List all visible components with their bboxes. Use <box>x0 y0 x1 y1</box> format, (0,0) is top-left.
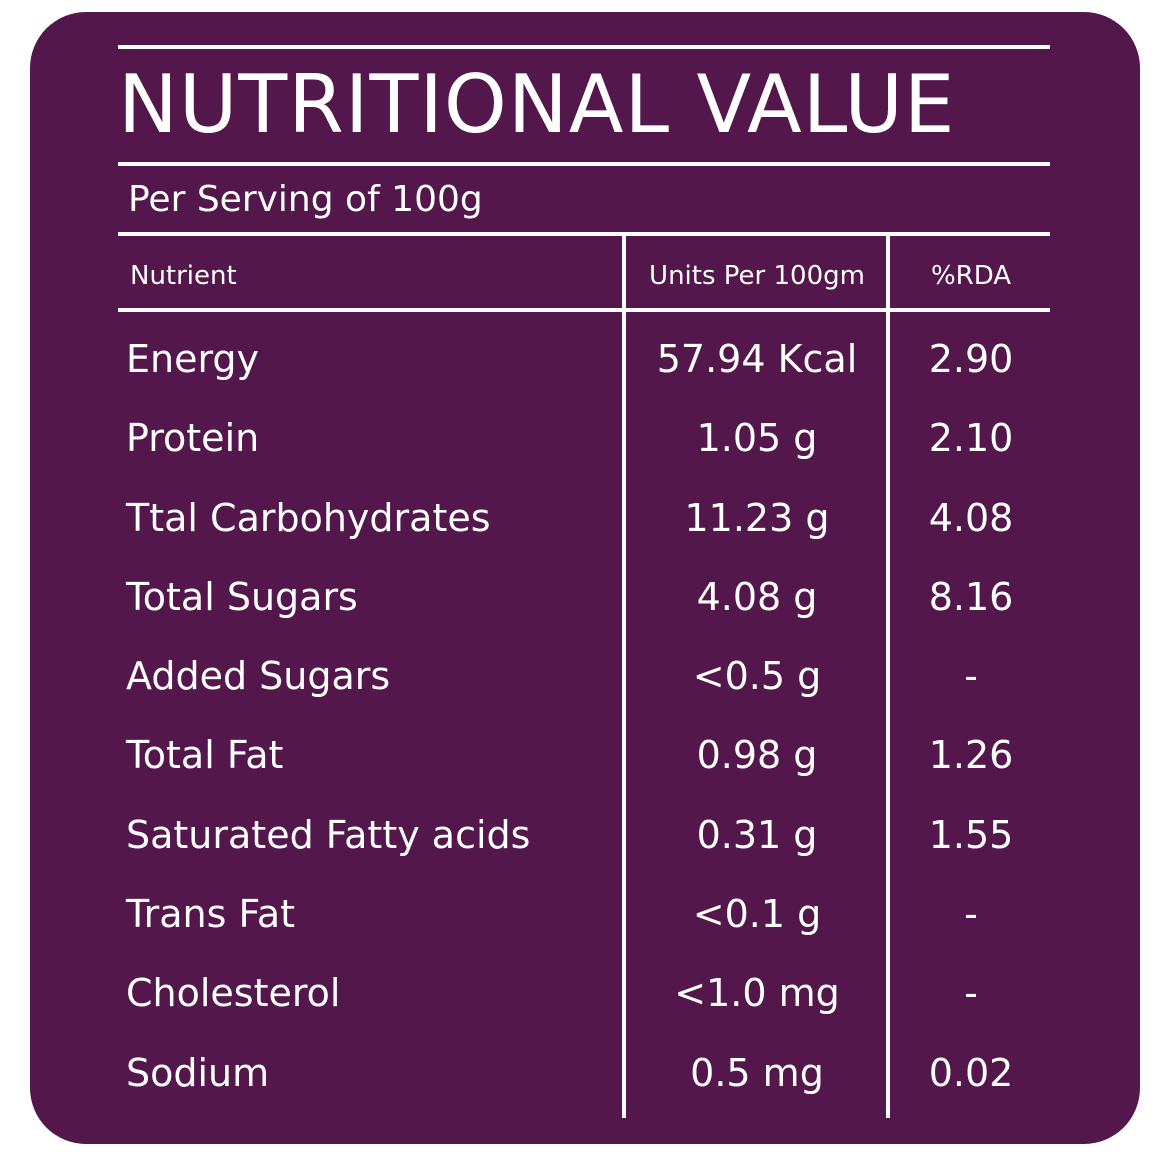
nutrient-table-body: Energy 57.94 Kcal 2.90 Protein 1.05 g 2.… <box>0 320 1160 1113</box>
nutrient-rda: 4.08 <box>928 495 1014 540</box>
nutrient-rda: 2.10 <box>928 416 1014 461</box>
table-row: Trans Fat <0.1 g - <box>0 875 1160 954</box>
table-row: Saturated Fatty acids 0.31 g 1.55 <box>0 796 1160 875</box>
nutrient-units: 0.98 g <box>696 733 818 778</box>
header-units: Units Per 100gm <box>649 261 865 291</box>
nutrient-rda: - <box>964 892 978 937</box>
nutrient-name: Trans Fat <box>126 892 296 937</box>
nutrient-rda: 2.90 <box>928 337 1014 381</box>
nutrient-rda: 0.02 <box>928 1050 1014 1095</box>
nutrient-name: Total Fat <box>126 733 284 778</box>
table-row: Added Sugars <0.5 g - <box>0 637 1160 716</box>
nutrient-units: 0.5 mg <box>690 1050 824 1095</box>
title-rule <box>118 162 1050 166</box>
nutrient-units: 1.05 g <box>696 416 818 461</box>
nutrient-rda: 1.26 <box>928 733 1014 778</box>
nutrient-name: Saturated Fatty acids <box>126 812 531 857</box>
nutrient-name: Cholesterol <box>126 971 341 1016</box>
nutrient-units: 4.08 g <box>696 574 818 619</box>
nutrient-units: 0.31 g <box>696 812 818 857</box>
serving-size: Per Serving of 100g <box>128 179 483 220</box>
nutrient-name: Protein <box>126 416 260 461</box>
table-row: Sodium 0.5 mg 0.02 <box>0 1034 1160 1113</box>
nutrient-rda: 8.16 <box>928 574 1014 619</box>
nutrient-units: 11.23 g <box>684 495 830 540</box>
subtitle-rule <box>118 232 1050 236</box>
table-row: Ttal Carbohydrates 11.23 g 4.08 <box>0 479 1160 558</box>
nutrient-name: Energy <box>126 337 260 381</box>
top-rule <box>118 45 1050 49</box>
header-nutrient: Nutrient <box>130 261 237 291</box>
table-row: Cholesterol <1.0 mg - <box>0 954 1160 1033</box>
column-divider-units <box>622 236 626 1118</box>
nutrient-name: Sodium <box>126 1050 270 1095</box>
table-row: Protein 1.05 g 2.10 <box>0 399 1160 478</box>
nutrient-rda: 1.55 <box>928 812 1014 857</box>
column-divider-rda <box>886 236 890 1118</box>
nutrient-rda: - <box>964 971 978 1016</box>
panel-title: NUTRITIONAL VALUE <box>118 58 956 151</box>
nutrient-name: Ttal Carbohydrates <box>126 495 491 540</box>
nutrient-units: <1.0 mg <box>674 971 840 1016</box>
table-row: Total Sugars 4.08 g 8.16 <box>0 558 1160 637</box>
header-rule <box>118 308 1050 312</box>
nutrient-name: Total Sugars <box>126 574 358 619</box>
nutrient-units: <0.1 g <box>692 892 822 937</box>
table-row: Total Fat 0.98 g 1.26 <box>0 716 1160 795</box>
nutrient-rda: - <box>964 654 978 699</box>
nutrient-units: 57.94 Kcal <box>656 337 858 381</box>
nutrition-panel <box>30 12 1140 1144</box>
nutrient-name: Added Sugars <box>126 654 391 699</box>
table-row: Energy 57.94 Kcal 2.90 <box>0 320 1160 399</box>
header-rda: %RDA <box>930 261 1012 291</box>
nutrient-units: <0.5 g <box>692 654 822 699</box>
